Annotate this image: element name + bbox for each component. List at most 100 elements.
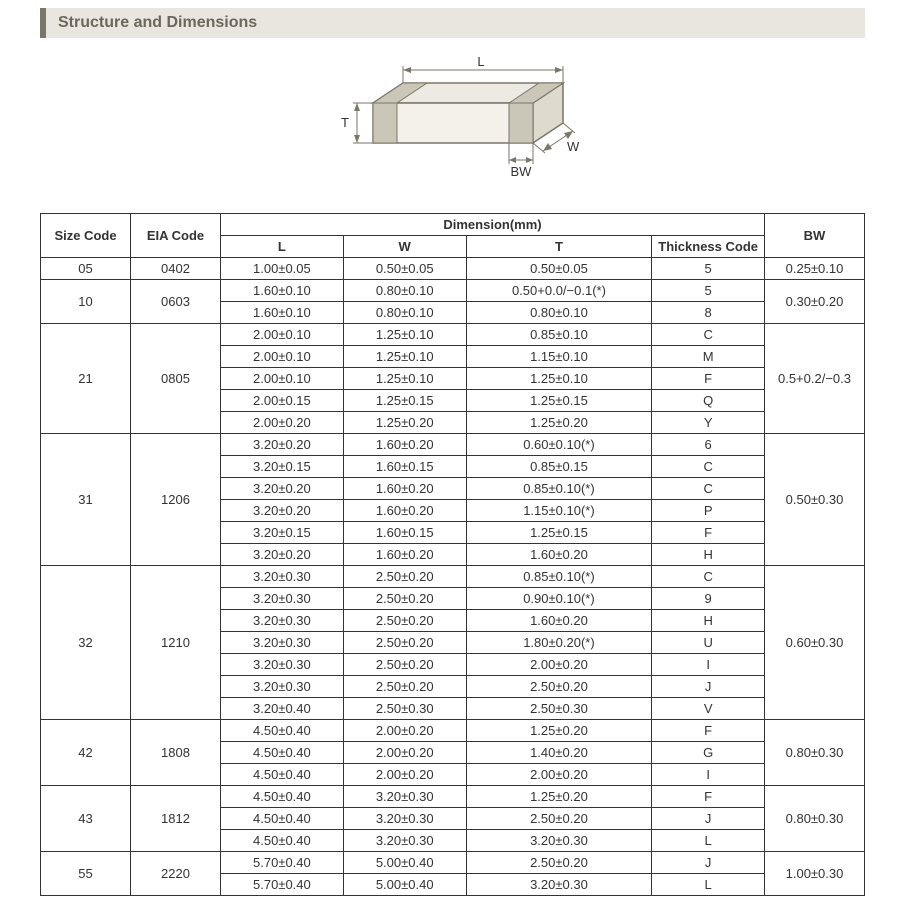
cell-thk: C — [652, 566, 765, 588]
cell-bw: 0.60±0.30 — [765, 566, 865, 720]
cell-T: 3.20±0.30 — [466, 830, 652, 852]
col-thk: Thickness Code — [652, 236, 765, 258]
cell-bw: 0.5+0.2/−0.3 — [765, 324, 865, 434]
cell-L: 1.60±0.10 — [221, 302, 344, 324]
cell-L: 2.00±0.10 — [221, 346, 344, 368]
chip-band-left — [373, 103, 397, 143]
cell-W: 5.00±0.40 — [343, 852, 466, 874]
cell-thk: J — [652, 676, 765, 698]
cell-size: 42 — [41, 720, 131, 786]
cell-T: 0.85±0.10 — [466, 324, 652, 346]
col-eia: EIA Code — [131, 214, 221, 258]
cell-T: 0.90±0.10(*) — [466, 588, 652, 610]
cell-T: 1.60±0.20 — [466, 544, 652, 566]
cell-W: 3.20±0.30 — [343, 808, 466, 830]
cell-eia: 2220 — [131, 852, 221, 896]
cell-W: 0.80±0.10 — [343, 280, 466, 302]
cell-T: 1.25±0.10 — [466, 368, 652, 390]
cell-L: 3.20±0.15 — [221, 522, 344, 544]
cell-thk: 6 — [652, 434, 765, 456]
cell-W: 1.60±0.20 — [343, 544, 466, 566]
col-T: T — [466, 236, 652, 258]
cell-bw: 0.80±0.30 — [765, 786, 865, 852]
cell-W: 1.60±0.15 — [343, 522, 466, 544]
col-dimension: Dimension — [443, 217, 509, 232]
cell-thk: C — [652, 324, 765, 346]
cell-thk: 9 — [652, 588, 765, 610]
table-row: 2108052.00±0.101.25±0.100.85±0.10C0.5+0.… — [41, 324, 865, 346]
cell-T: 1.25±0.20 — [466, 720, 652, 742]
cell-L: 4.50±0.40 — [221, 808, 344, 830]
cell-L: 3.20±0.15 — [221, 456, 344, 478]
cell-T: 2.00±0.20 — [466, 654, 652, 676]
cell-eia: 1812 — [131, 786, 221, 852]
dimension-diagram: L T W BW — [0, 48, 905, 203]
cell-eia: 1210 — [131, 566, 221, 720]
cell-thk: P — [652, 500, 765, 522]
table-row: 1006031.60±0.100.80±0.100.50+0.0/−0.1(*)… — [41, 280, 865, 302]
cell-W: 2.50±0.20 — [343, 654, 466, 676]
cell-W: 2.50±0.30 — [343, 698, 466, 720]
dim-label-W: W — [567, 139, 580, 154]
cell-W: 1.25±0.10 — [343, 346, 466, 368]
cell-W: 1.25±0.15 — [343, 390, 466, 412]
table-header-row-1: Size Code EIA Code Dimension(mm) BW — [41, 214, 865, 236]
cell-T: 2.50±0.20 — [466, 808, 652, 830]
cell-T: 2.00±0.20 — [466, 764, 652, 786]
table-row: 3212103.20±0.302.50±0.200.85±0.10(*)C0.6… — [41, 566, 865, 588]
section-header: Structure and Dimensions — [40, 8, 865, 38]
cell-W: 1.60±0.20 — [343, 478, 466, 500]
cell-L: 2.00±0.20 — [221, 412, 344, 434]
table-row: 4318124.50±0.403.20±0.301.25±0.20F0.80±0… — [41, 786, 865, 808]
cell-thk: C — [652, 478, 765, 500]
dim-label-L: L — [477, 54, 484, 69]
cell-W: 1.60±0.20 — [343, 434, 466, 456]
cell-size: 31 — [41, 434, 131, 566]
cell-T: 0.50±0.05 — [466, 258, 652, 280]
cell-thk: F — [652, 368, 765, 390]
cell-thk: Y — [652, 412, 765, 434]
cell-L: 3.20±0.30 — [221, 654, 344, 676]
table-head: Size Code EIA Code Dimension(mm) BW L W … — [41, 214, 865, 258]
cell-L: 3.20±0.20 — [221, 478, 344, 500]
cell-size: 05 — [41, 258, 131, 280]
cell-L: 3.20±0.20 — [221, 434, 344, 456]
cell-thk: F — [652, 786, 765, 808]
cell-L: 4.50±0.40 — [221, 764, 344, 786]
cell-T: 0.80±0.10 — [466, 302, 652, 324]
cell-W: 2.00±0.20 — [343, 742, 466, 764]
cell-thk: H — [652, 544, 765, 566]
col-bw: BW — [765, 214, 865, 258]
cell-thk: C — [652, 456, 765, 478]
cell-T: 1.25±0.20 — [466, 412, 652, 434]
cell-L: 2.00±0.10 — [221, 368, 344, 390]
cell-thk: F — [652, 720, 765, 742]
cell-W: 1.25±0.10 — [343, 368, 466, 390]
cell-thk: 8 — [652, 302, 765, 324]
cell-W: 2.50±0.20 — [343, 566, 466, 588]
cell-W: 1.60±0.15 — [343, 456, 466, 478]
col-dimension-group: Dimension(mm) — [221, 214, 765, 236]
cell-T: 1.40±0.20 — [466, 742, 652, 764]
chip-band-right — [509, 103, 533, 143]
cell-L: 2.00±0.15 — [221, 390, 344, 412]
cell-W: 0.50±0.05 — [343, 258, 466, 280]
cell-L: 5.70±0.40 — [221, 874, 344, 896]
cell-T: 1.15±0.10(*) — [466, 500, 652, 522]
cell-L: 3.20±0.20 — [221, 500, 344, 522]
table-row: 5522205.70±0.405.00±0.402.50±0.20J1.00±0… — [41, 852, 865, 874]
cell-L: 3.20±0.30 — [221, 632, 344, 654]
cell-W: 1.25±0.20 — [343, 412, 466, 434]
cell-W: 5.00±0.40 — [343, 874, 466, 896]
cell-T: 0.85±0.10(*) — [466, 566, 652, 588]
cell-size: 55 — [41, 852, 131, 896]
cell-T: 0.85±0.15 — [466, 456, 652, 478]
cell-size: 21 — [41, 324, 131, 434]
col-W: W — [343, 236, 466, 258]
cell-bw: 0.25±0.10 — [765, 258, 865, 280]
cell-thk: M — [652, 346, 765, 368]
cell-W: 2.50±0.20 — [343, 632, 466, 654]
table-body: 0504021.00±0.050.50±0.050.50±0.0550.25±0… — [41, 258, 865, 896]
table-row: 0504021.00±0.050.50±0.050.50±0.0550.25±0… — [41, 258, 865, 280]
cell-T: 1.25±0.20 — [466, 786, 652, 808]
